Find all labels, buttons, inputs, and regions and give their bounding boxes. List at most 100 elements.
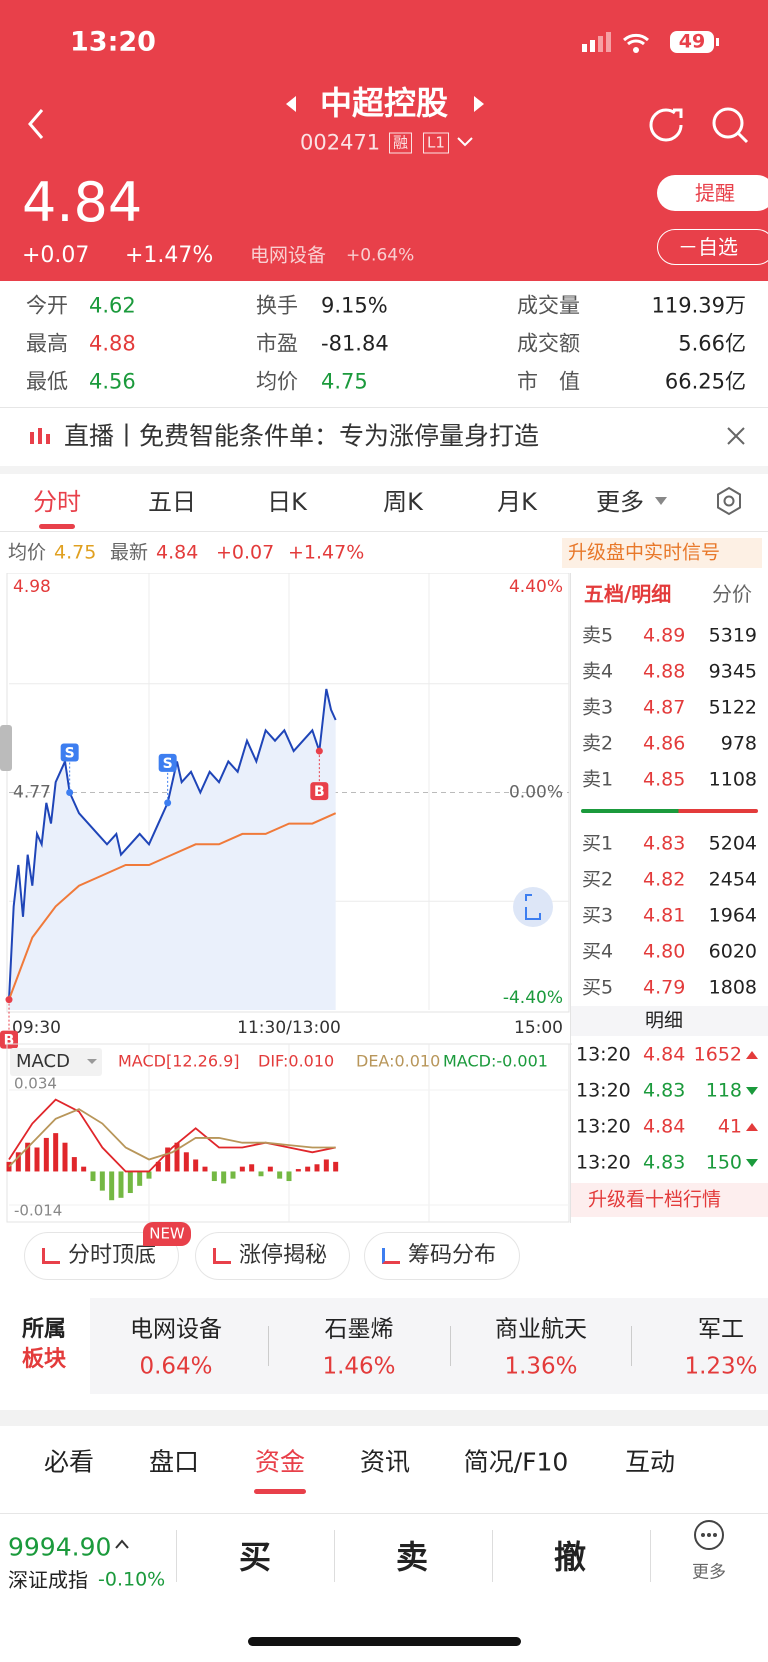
sector-value: 1.23% (684, 1353, 758, 1380)
price: 4.84 (22, 171, 143, 234)
sector-title: 板块 (21, 1347, 67, 1372)
macd-bar (99, 1171, 105, 1191)
macd-dea: DEA:0.010 (356, 1052, 440, 1071)
book-volume: 9345 (708, 660, 757, 683)
bottom-tab[interactable]: 必看 (43, 1447, 95, 1477)
more-icon[interactable] (692, 1518, 726, 1552)
upgrade-signal[interactable] (562, 538, 762, 568)
trade-volume: 41 (717, 1115, 742, 1138)
bottom-tab[interactable]: 资金 (254, 1447, 306, 1477)
macd-bar (43, 1137, 49, 1172)
separator (450, 1326, 451, 1366)
tab[interactable]: 月K (497, 488, 537, 516)
macd-bar (90, 1171, 96, 1182)
settings[interactable] (714, 486, 744, 516)
book-volume: 2454 (708, 868, 757, 891)
stat-label: 成交量 (517, 293, 580, 318)
sector[interactable]: 电网设备 (250, 244, 327, 267)
book-price: 4.83 (643, 832, 686, 855)
stat-value: -81.84 (321, 331, 389, 356)
trade-price: 4.83 (643, 1079, 686, 1102)
marker-label: S (65, 746, 75, 762)
macd-bar (62, 1142, 68, 1172)
trade-time: 13:20 (576, 1115, 631, 1138)
macd-bar (277, 1171, 283, 1179)
macd-bar (183, 1152, 189, 1172)
x-tick-label: 15:00 (514, 1018, 563, 1038)
sector-name[interactable]: 石墨烯 (324, 1316, 394, 1343)
tab[interactable]: 更多 (596, 488, 644, 516)
price-line (8, 688, 337, 1000)
bottom-tab[interactable]: 资讯 (359, 1447, 411, 1477)
stat-value: 4.62 (89, 293, 136, 318)
index-value: 9994.90 (8, 1532, 112, 1562)
action-button[interactable]: 卖 (395, 1538, 429, 1576)
divider (0, 407, 768, 408)
stat-label: 最低 (26, 369, 68, 394)
book-volume: 6020 (708, 940, 757, 963)
watch-button[interactable] (657, 229, 768, 265)
sector-name[interactable]: 商业航天 (495, 1316, 587, 1343)
trade-volume: 1652 (693, 1043, 742, 1066)
macd-tick-label: -0.014 (14, 1202, 62, 1220)
book-price: 4.86 (643, 732, 686, 755)
back-button[interactable] (22, 106, 52, 142)
book-volume: 1108 (708, 768, 757, 791)
sector-name[interactable]: 电网设备 (130, 1316, 222, 1343)
tool-label[interactable]: 分时顶底 (68, 1243, 157, 1268)
macd-bar (333, 1161, 339, 1172)
book-title[interactable]: 五档/明细 (584, 582, 672, 606)
tab[interactable]: 周K (383, 488, 423, 516)
trade-time: 13:20 (576, 1079, 631, 1102)
info-change-pct: +1.47% (288, 541, 365, 564)
sector-name[interactable]: 军工 (698, 1316, 744, 1343)
home-indicator (248, 1637, 521, 1646)
tool-label[interactable]: 涨停揭秘 (239, 1243, 328, 1268)
alert-text: 提醒 (695, 181, 735, 205)
tab[interactable]: 日K (267, 488, 307, 516)
tab[interactable]: 分时 (33, 488, 81, 516)
price-line (8, 812, 337, 1000)
macd-line (8, 1098, 336, 1173)
book-tab[interactable]: 分价 (712, 582, 752, 606)
bottom-tab[interactable]: 互动 (624, 1447, 676, 1477)
sector-value: 1.46% (322, 1353, 396, 1380)
dropdown[interactable] (655, 497, 667, 505)
sector-title: 所属 (21, 1317, 67, 1342)
tool-icon (42, 1248, 60, 1264)
change-pct: +1.47% (125, 243, 214, 268)
trade-arrow (746, 1159, 758, 1167)
action-button[interactable]: 买 (238, 1538, 272, 1576)
marker-label: S (163, 756, 173, 772)
tab[interactable]: 五日 (148, 488, 196, 516)
avg-label: 均价 (8, 541, 47, 564)
bottom-tab[interactable]: 简况/F10 (463, 1447, 569, 1477)
index-name: 深证成指 (8, 1568, 88, 1592)
dropdown (87, 1059, 97, 1064)
sector-value: 1.36% (504, 1353, 578, 1380)
macd-line (8, 1108, 336, 1168)
battery: 49 (678, 30, 706, 53)
live-banner[interactable]: 直播丨免费智能条件单：专为涨停量身打造 (64, 421, 540, 451)
stock-name: 中超控股 (319, 84, 449, 122)
book-label: 卖4 (582, 660, 614, 683)
stat-label: 均价 (256, 369, 298, 394)
macd-label: MACD (16, 1051, 70, 1072)
trade-price: 4.83 (643, 1151, 686, 1174)
stat-value: 4.75 (321, 369, 368, 394)
dropdown[interactable] (455, 134, 475, 150)
alert-button[interactable] (657, 175, 768, 211)
close[interactable] (724, 424, 748, 448)
tool-button (24, 1232, 179, 1280)
macd-bar (239, 1166, 245, 1172)
action-button[interactable]: 撤 (553, 1538, 587, 1576)
marker-dot (5, 996, 13, 1004)
bottom-tab[interactable]: 盘口 (148, 1447, 200, 1477)
marker-badge (60, 743, 79, 762)
detail-title[interactable]: 明细 (645, 1009, 684, 1032)
header-icons[interactable] (645, 104, 755, 146)
tool-label[interactable]: 筹码分布 (408, 1243, 497, 1268)
macd-bar (34, 1147, 40, 1172)
marker-label: B (314, 784, 325, 800)
upgrade-text[interactable]: 升级看十档行情 (588, 1188, 722, 1211)
